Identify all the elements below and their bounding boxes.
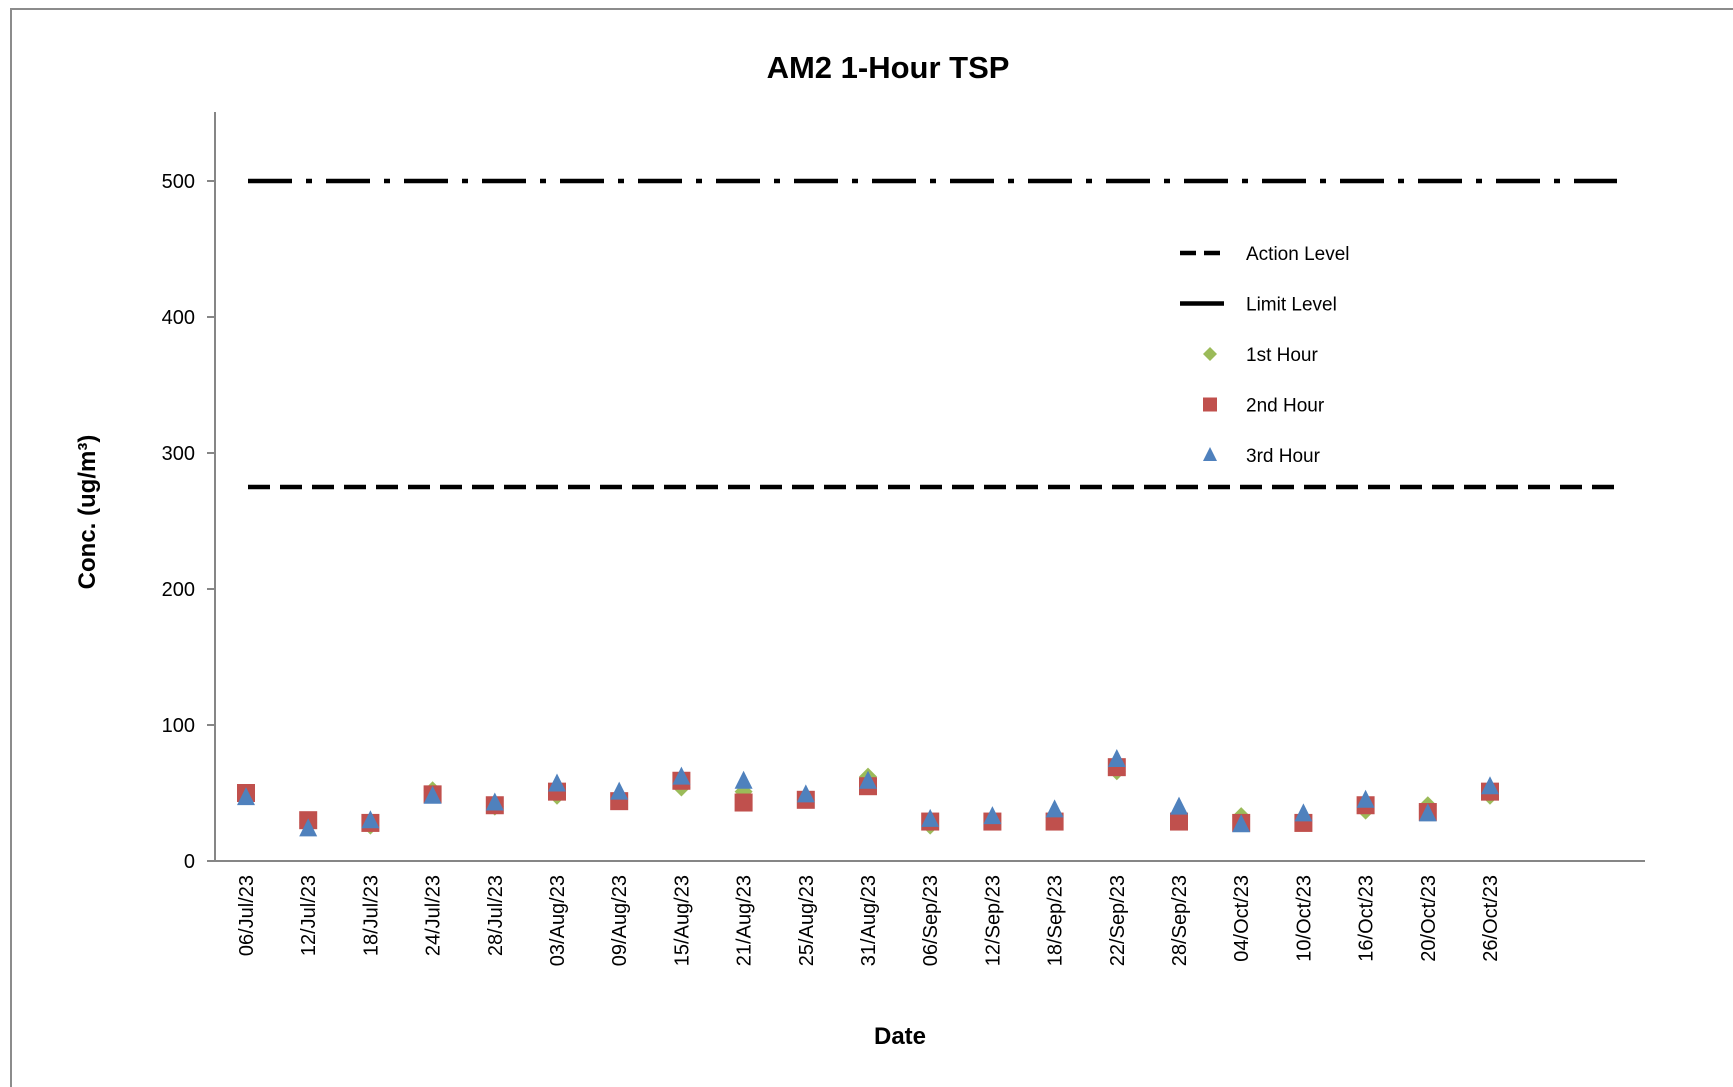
legend-label: Limit Level (1246, 295, 1337, 316)
x-axis-title: Date (874, 1023, 926, 1050)
y-tick-label: 400 (162, 307, 195, 329)
x-tick-label: 20/Oct/23 (1418, 875, 1440, 962)
data-point (610, 781, 629, 800)
x-tick-label: 06/Sep/23 (920, 875, 942, 966)
x-tick-label: 26/Oct/23 (1480, 875, 1502, 962)
data-point (361, 810, 380, 829)
x-tick-label: 10/Oct/23 (1293, 875, 1315, 962)
data-point (485, 792, 504, 811)
x-tick-label: 18/Jul/23 (360, 875, 382, 956)
legend-label: 3rd Hour (1246, 446, 1321, 467)
data-point (921, 808, 940, 827)
chart-title: AM2 1-Hour TSP (767, 50, 1010, 85)
x-tick-label: 04/Oct/23 (1231, 875, 1253, 962)
data-point (237, 787, 255, 806)
x-tick-label: 16/Oct/23 (1356, 875, 1378, 962)
data-point (423, 785, 442, 804)
chart-frame (10, 8, 1733, 1087)
x-tick-label: 25/Aug/23 (796, 875, 818, 966)
legend: Action Level Limit Level 1st Hour 2nd Hour 3… (1180, 244, 1350, 467)
x-tick-label: 24/Jul/23 (423, 875, 445, 956)
y-tick-label: 0 (184, 851, 195, 873)
data-point (1418, 803, 1437, 822)
x-tick-label: 28/Sep/23 (1169, 875, 1191, 966)
data-point (1294, 803, 1313, 822)
data-point (1481, 776, 1499, 795)
y-tick-label: 300 (162, 443, 195, 465)
y-tick-label: 500 (162, 171, 195, 193)
data-point (983, 806, 1002, 825)
data-point (796, 784, 815, 803)
data-points (237, 749, 1499, 837)
series-3rd-hour (237, 749, 1499, 837)
data-point (1170, 812, 1188, 831)
data-point (1170, 796, 1188, 815)
data-point (1232, 814, 1251, 833)
x-tick-label: 22/Sep/23 (1107, 875, 1129, 966)
data-point (734, 770, 753, 789)
x-tick-label: 09/Aug/23 (609, 875, 631, 966)
x-tick-label: 03/Aug/23 (547, 875, 569, 966)
data-point (299, 818, 318, 837)
legend-label: 1st Hour (1246, 345, 1318, 366)
data-point (1045, 799, 1064, 818)
data-point (734, 793, 753, 812)
y-tick-label: 100 (162, 715, 195, 737)
x-tick-label: 21/Aug/23 (734, 875, 756, 966)
legend-swatch (1203, 397, 1217, 412)
x-tick-label: 15/Aug/23 (671, 875, 693, 966)
x-tick-label: 28/Jul/23 (485, 875, 507, 956)
data-point (859, 770, 877, 789)
x-tick-label: 12/Sep/23 (982, 875, 1004, 966)
y-axis-title: Conc. (ug/m³) (74, 435, 101, 590)
data-point (548, 773, 566, 792)
x-tick-label: 31/Aug/23 (858, 875, 880, 966)
x-axis-ticks: 06/Jul/23 12/Jul/23 18/Jul/23 24/Jul/23 28/J… (236, 875, 1502, 966)
legend-label: Action Level (1246, 244, 1350, 265)
y-axis-ticks: 0 100 200 300 400 500 (162, 171, 215, 873)
x-tick-label: 18/Sep/23 (1045, 875, 1067, 966)
data-point (1356, 789, 1375, 808)
x-tick-label: 12/Jul/23 (298, 875, 320, 956)
legend-label: 2nd Hour (1246, 396, 1325, 417)
x-tick-label: 06/Jul/23 (236, 875, 258, 956)
data-point (672, 766, 691, 785)
data-point (1107, 749, 1126, 767)
legend-swatch (1203, 347, 1217, 361)
legend-swatch (1203, 447, 1217, 461)
reference-lines (248, 178, 1617, 490)
y-tick-label: 200 (162, 579, 195, 601)
axes (214, 112, 1645, 862)
